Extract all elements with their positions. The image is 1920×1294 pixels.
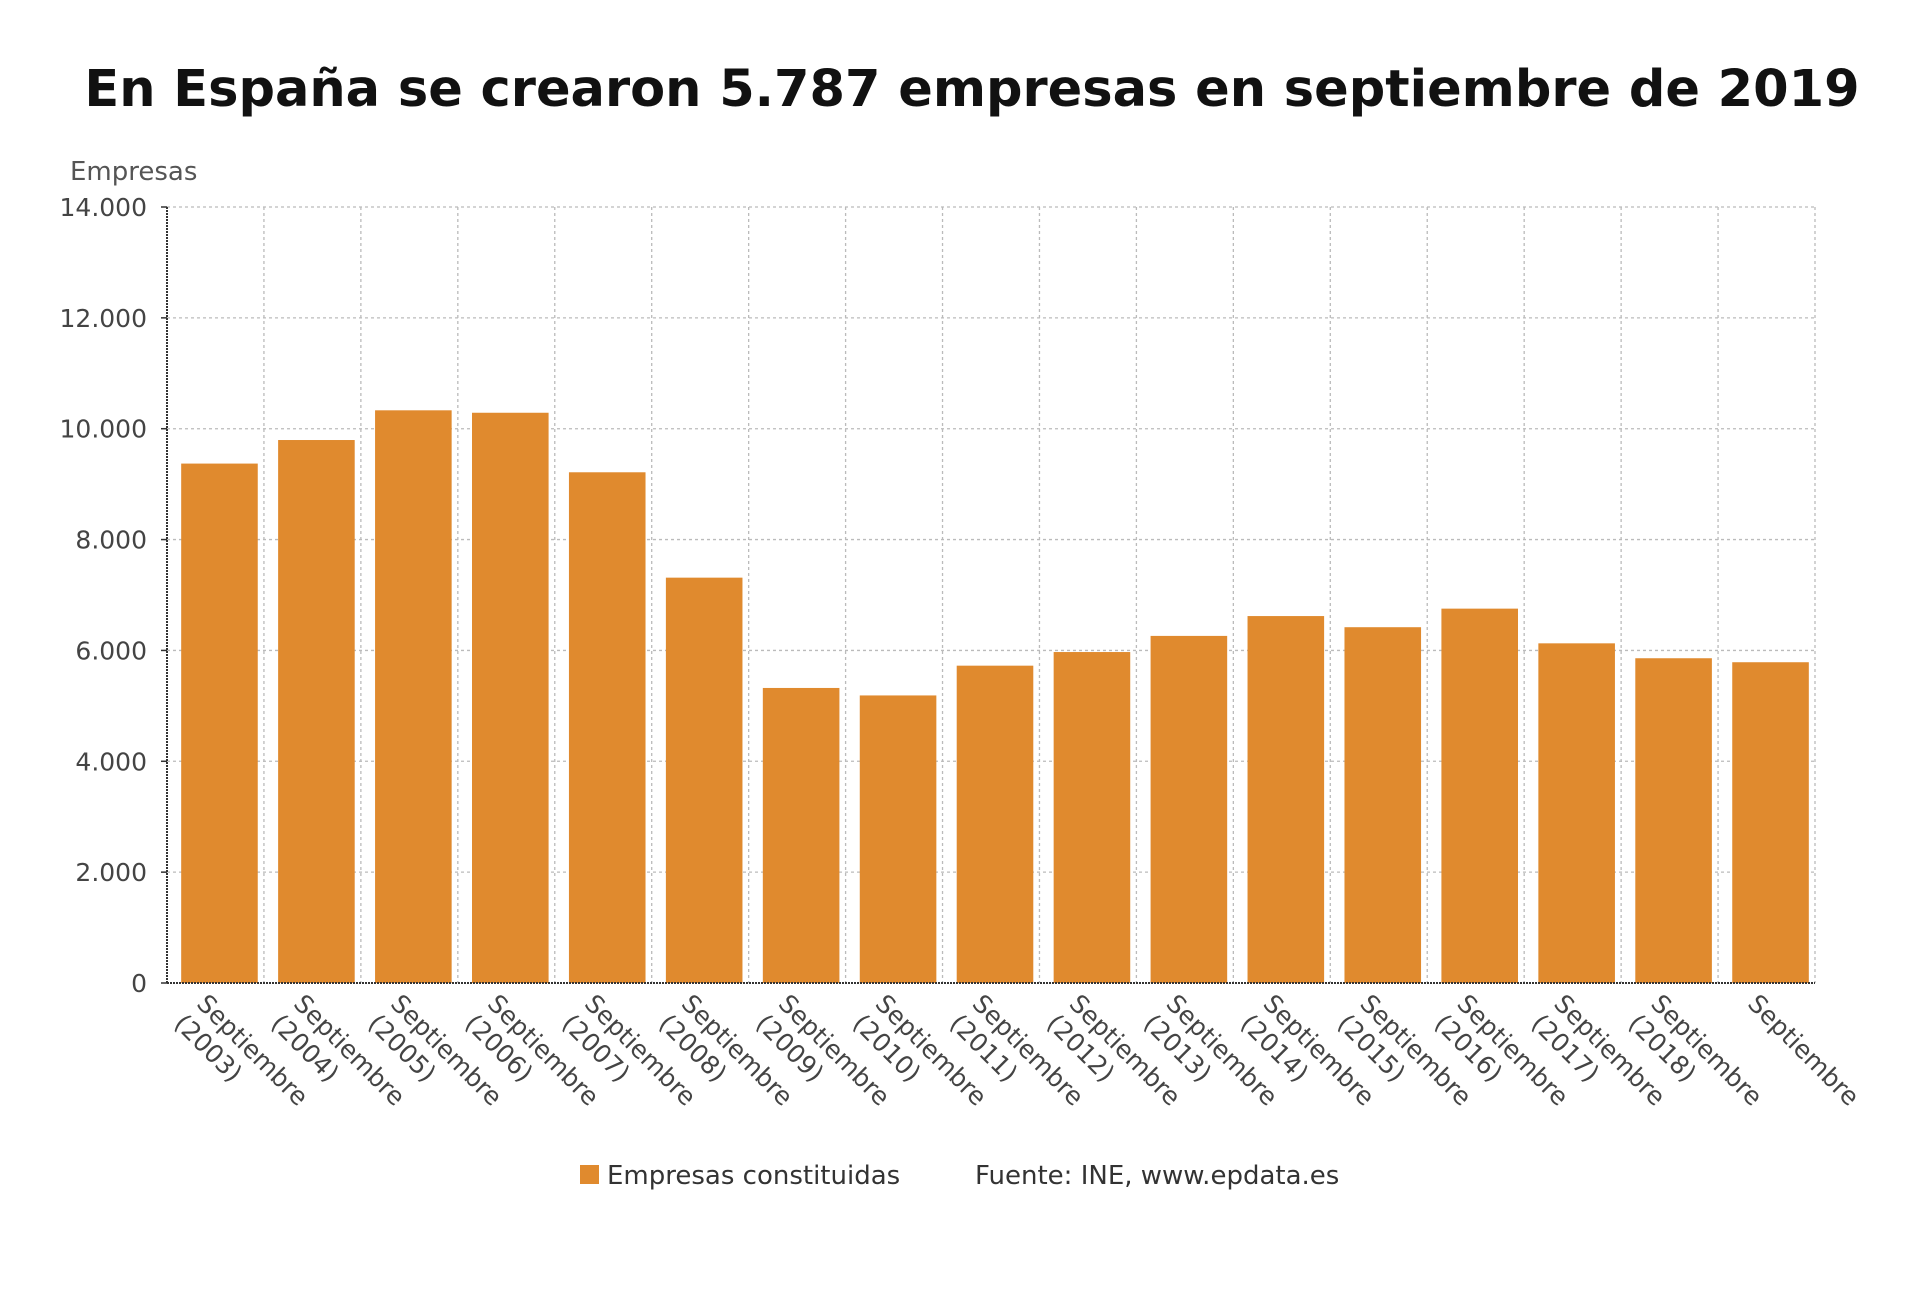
bar xyxy=(1344,627,1422,983)
bar xyxy=(472,412,549,983)
bar xyxy=(956,665,1034,983)
bar xyxy=(1053,652,1131,983)
legend-swatch xyxy=(580,1165,599,1184)
bar xyxy=(859,695,937,983)
source-note: Fuente: INE, www.epdata.es xyxy=(975,1161,1339,1191)
y-tick-label: 14.000 xyxy=(60,193,147,222)
bar xyxy=(665,577,743,983)
y-tick-label: 2.000 xyxy=(75,858,147,887)
y-tick-label: 8.000 xyxy=(75,526,147,555)
bar xyxy=(1732,662,1809,983)
bar xyxy=(1538,643,1615,983)
bar xyxy=(278,440,355,983)
bar xyxy=(1150,635,1228,983)
bar xyxy=(181,463,258,983)
bar xyxy=(568,472,646,983)
y-tick-label: 12.000 xyxy=(60,304,147,333)
legend-label: Empresas constituidas xyxy=(607,1161,900,1191)
chart-title: En España se crearon 5.787 empresas en s… xyxy=(84,60,1859,119)
legend: Empresas constituidas Fuente: INE, www.e… xyxy=(580,1161,1339,1191)
bar xyxy=(1247,616,1325,983)
y-tick-label: 6.000 xyxy=(75,636,147,665)
y-axis-label: Empresas xyxy=(70,157,197,187)
bar xyxy=(1635,658,1712,983)
bar xyxy=(375,410,452,983)
bar xyxy=(762,687,840,983)
bar xyxy=(1441,608,1518,983)
y-tick-label: 10.000 xyxy=(60,415,147,444)
y-tick-label: 4.000 xyxy=(75,747,147,776)
y-tick-label: 0 xyxy=(131,969,147,998)
